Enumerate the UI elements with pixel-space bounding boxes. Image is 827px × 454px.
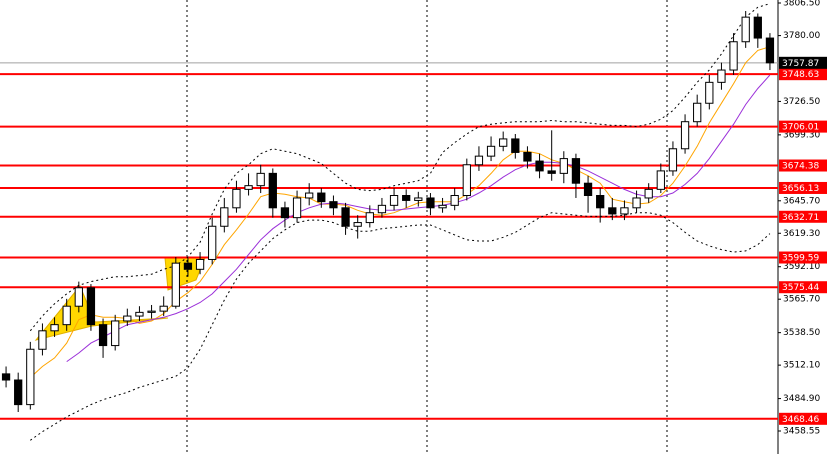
candle-body (389, 195, 399, 206)
candle-body (123, 315, 132, 322)
candle-body (377, 204, 387, 214)
y-tick-label: 3565.70 (783, 295, 820, 305)
y-tick-label: 3512.10 (783, 361, 820, 371)
candle-body (365, 212, 374, 224)
y-tick-label: 3484.90 (783, 394, 820, 404)
candle-body (535, 160, 544, 172)
candle-body (305, 192, 314, 199)
candle-body (171, 262, 180, 307)
candle-body (511, 138, 520, 153)
candle-body (50, 324, 59, 332)
candle-body (220, 207, 229, 227)
level-label: 3706.01 (782, 123, 819, 133)
candle-body (547, 170, 556, 174)
level-label-box (779, 181, 827, 194)
candle-body (232, 188, 241, 209)
candle-body (256, 172, 265, 187)
candle-body (644, 188, 653, 199)
candle-body (268, 172, 277, 209)
y-tick-label: 3726.50 (783, 97, 820, 107)
candle-body (462, 164, 471, 197)
current-price-box (779, 56, 827, 69)
candle-body (329, 201, 338, 209)
candle-body (450, 195, 459, 206)
level-label: 3632.71 (782, 213, 819, 223)
candle-body (559, 158, 568, 174)
candle-body (86, 287, 96, 326)
candle-body (292, 197, 302, 219)
candle-body (596, 195, 605, 209)
candle-body (147, 310, 156, 313)
level-label-box (779, 159, 827, 172)
candle-body (523, 151, 532, 162)
candle-body (1, 373, 11, 381)
candle-body (38, 330, 47, 350)
y-tick-label: 3780.00 (783, 31, 820, 41)
indicator-line (29, 46, 771, 378)
current-price-label: 3757.87 (782, 59, 819, 69)
candle-body (486, 145, 496, 157)
candle-body (244, 185, 253, 190)
candle-body (414, 197, 423, 201)
candle-body (183, 262, 193, 270)
candle-body (111, 320, 120, 347)
candle-body (26, 348, 35, 406)
candle-body (632, 197, 641, 209)
candle-body (474, 155, 484, 166)
candle-body (717, 69, 726, 83)
candle-body (608, 207, 617, 215)
level-label: 3599.59 (782, 254, 819, 264)
candle-body (620, 207, 629, 215)
level-label-box (779, 281, 827, 294)
level-label-box (779, 412, 827, 425)
indicator-line (66, 74, 771, 363)
candle-body (438, 204, 447, 209)
y-tick-label: 3619.30 (783, 229, 820, 239)
candle-body (195, 258, 205, 270)
level-label: 3674.38 (782, 162, 819, 172)
candle-body (680, 121, 690, 150)
candle-body (159, 305, 168, 312)
y-tick-label: 3592.10 (783, 262, 820, 272)
level-label-box (779, 68, 827, 81)
candle-body (62, 305, 71, 326)
y-tick-label: 3458.55 (783, 426, 820, 436)
candle-body (353, 222, 362, 227)
level-label: 3748.63 (782, 70, 819, 80)
y-tick-label: 3699.30 (783, 130, 820, 140)
candle-body (98, 324, 108, 347)
indicator-line (30, 212, 771, 441)
candle-body (341, 207, 350, 227)
candle-body (705, 81, 714, 104)
candle-body (753, 16, 762, 39)
level-label-box (779, 251, 827, 264)
candle-body (208, 225, 217, 260)
candle-body (729, 41, 738, 71)
candle-body (693, 102, 702, 123)
candle-body (583, 182, 593, 197)
level-label-box (779, 210, 827, 223)
candle-body (402, 195, 411, 201)
y-tick-label: 3806.50 (783, 0, 820, 9)
level-label: 3575.44 (782, 283, 819, 293)
indicator-line (29, 3, 771, 332)
candle-body (74, 287, 83, 307)
candle-body (135, 311, 144, 317)
level-label: 3656.13 (782, 184, 819, 194)
candle-body (317, 192, 326, 203)
candle-body (741, 16, 750, 43)
level-label: 3468.46 (782, 415, 819, 425)
candle-body (14, 379, 23, 406)
candle-body (426, 197, 435, 209)
candle-body (499, 138, 508, 147)
candle-body (656, 170, 665, 190)
candle-body (571, 158, 581, 184)
y-tick-label: 3645.70 (783, 196, 820, 206)
candle-body (668, 148, 678, 172)
level-label-box (779, 120, 827, 133)
candle-body (280, 207, 290, 219)
candle-body (765, 37, 775, 64)
y-tick-label: 3538.50 (783, 328, 820, 338)
